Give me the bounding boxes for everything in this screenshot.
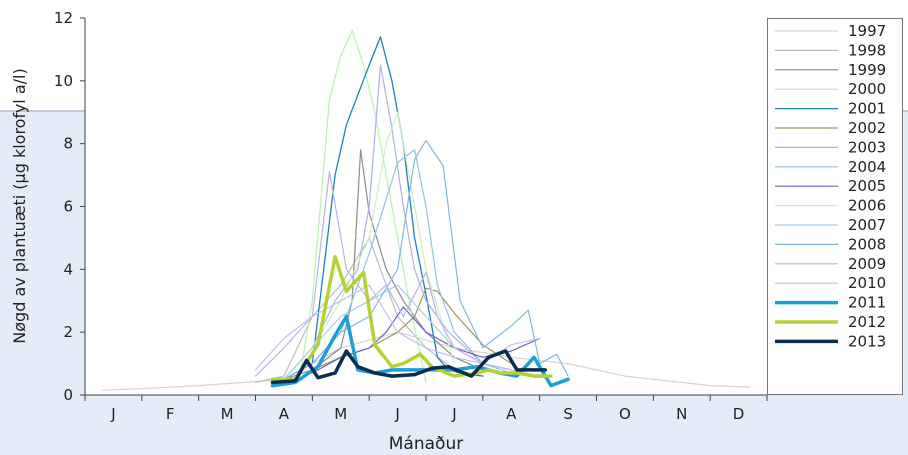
legend-label-1999: 1999: [848, 61, 886, 79]
legend-label-2001: 2001: [848, 100, 886, 118]
legend-label-2008: 2008: [848, 235, 886, 253]
legend-label-2007: 2007: [848, 216, 886, 234]
y-tick-label: 2: [63, 323, 73, 341]
y-axis-label: Nøgd av plantuæti (µg klorofyl a/l): [10, 68, 29, 343]
x-tick-label: A: [279, 405, 290, 423]
legend-label-2003: 2003: [848, 138, 886, 156]
legend-label-1998: 1998: [848, 41, 886, 59]
legend-label-2011: 2011: [848, 294, 886, 312]
y-tick-label: 6: [63, 198, 73, 216]
x-tick-label: N: [676, 405, 687, 423]
series-line-2012: [270, 255, 553, 382]
series-line-2011: [270, 314, 570, 388]
legend-label-2004: 2004: [848, 158, 886, 176]
x-tick-label: M: [221, 405, 234, 423]
x-tick-label: D: [733, 405, 745, 423]
y-tick-label: 0: [63, 386, 73, 404]
x-tick-label: S: [563, 405, 573, 423]
series-line-2009: [254, 171, 512, 377]
legend-label-1997: 1997: [848, 22, 886, 40]
legend: [767, 18, 903, 395]
x-tick-label: M: [334, 405, 347, 423]
y-tick-label: 10: [54, 72, 73, 90]
y-tick-label: 12: [54, 9, 73, 27]
legend-label-2000: 2000: [848, 80, 886, 98]
y-tick-label: 8: [63, 135, 73, 153]
axes-layer: 0 2 4 6 8 10 12 J F M A M J J A S O N D: [54, 9, 768, 423]
y-tick-label: 4: [63, 260, 73, 278]
legend-label-2012: 2012: [848, 313, 886, 331]
x-tick-label: J: [451, 405, 456, 423]
legend-label-2009: 2009: [848, 255, 886, 273]
x-tick-label: O: [619, 405, 631, 423]
legend-label-2013: 2013: [848, 332, 886, 350]
legend-label-2006: 2006: [848, 197, 886, 215]
series-layer: [101, 30, 751, 391]
legend-label-2002: 2002: [848, 119, 886, 137]
x-tick-label: J: [110, 405, 115, 423]
x-tick-label: A: [506, 405, 517, 423]
series-line-2006: [283, 111, 455, 380]
legend-label-2010: 2010: [848, 274, 886, 292]
series-line-2000: [300, 30, 427, 383]
series-line-2008: [283, 139, 569, 380]
x-tick-label: F: [166, 405, 175, 423]
legend-label-2005: 2005: [848, 177, 886, 195]
x-tick-label: J: [394, 405, 399, 423]
series-line-2010: [254, 284, 541, 371]
series-line-2013: [270, 349, 548, 385]
x-axis-label: Mánaður: [389, 434, 463, 454]
series-line-1999: [283, 149, 484, 380]
